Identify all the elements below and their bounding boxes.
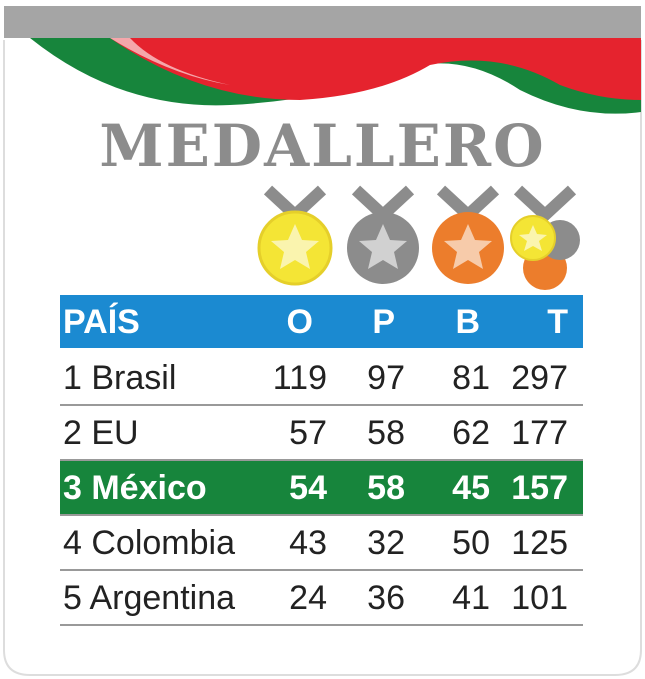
cell: O (286, 303, 313, 341)
cell: 43 (289, 524, 327, 562)
cell: 125 (511, 524, 568, 562)
cell: 3 México (63, 469, 207, 507)
cell: 297 (511, 359, 568, 397)
header-row: PAÍS O P B T (60, 295, 583, 348)
cell: 58 (367, 469, 405, 507)
cell: 2 EU (63, 414, 139, 452)
cell: 32 (367, 524, 405, 562)
cell: 1 Brasil (63, 359, 177, 397)
cell: 58 (367, 414, 405, 452)
cell: T (547, 303, 568, 341)
cell: PAÍS (63, 303, 140, 341)
cell: B (455, 303, 480, 341)
cell: 62 (452, 414, 490, 452)
cell: 101 (511, 579, 568, 617)
cell: 36 (367, 579, 405, 617)
table-row: 3 México 54 58 45 157 (60, 461, 583, 516)
cell: 81 (452, 359, 490, 397)
cell: 5 Argentina (63, 579, 236, 617)
cell: 50 (452, 524, 490, 562)
cell: 54 (289, 469, 327, 507)
cell: 41 (452, 579, 490, 617)
cell: 24 (289, 579, 327, 617)
table-row: 5 Argentina 24 36 41 101 (60, 571, 583, 626)
cell: 97 (367, 359, 405, 397)
table-row: 2 EU 57 58 62 177 (60, 406, 583, 461)
cell: 45 (452, 469, 490, 507)
cell: P (372, 303, 395, 341)
cell: 119 (272, 359, 327, 397)
cell: 177 (511, 414, 568, 452)
table-row: 4 Colombia 43 32 50 125 (60, 516, 583, 571)
cell: 157 (511, 469, 568, 507)
title: MEDALLERO (99, 112, 546, 180)
table-row: 1 Brasil 119 97 81 297 (60, 351, 583, 406)
cell: 57 (289, 414, 327, 452)
cell: 4 Colombia (63, 524, 235, 562)
